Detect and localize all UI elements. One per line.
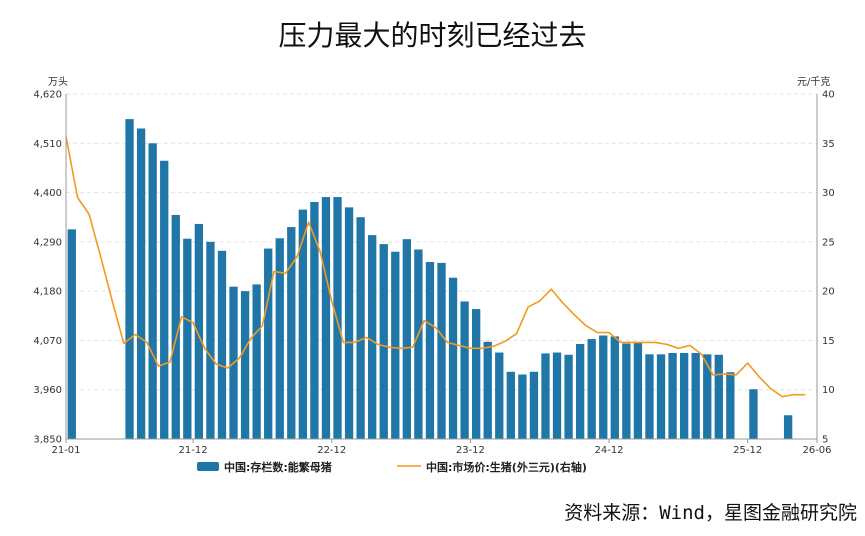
bar <box>529 371 539 439</box>
bar <box>472 309 481 439</box>
bar <box>783 415 793 439</box>
left-tick-label: 4,070 <box>33 336 62 347</box>
legend: 中国:存栏数:能繁母猪 中国:市场价:生猪(外三元)(右轴) <box>197 460 587 474</box>
bar <box>183 238 192 439</box>
bar <box>679 352 689 439</box>
left-tick-label: 4,290 <box>33 237 62 248</box>
x-tick-label: 23-12 <box>456 445 485 456</box>
right-tick-label: 35 <box>822 139 835 150</box>
left-axis-unit: 万头 <box>48 76 68 88</box>
bar <box>703 354 712 439</box>
legend-bar-label: 中国:存栏数:能繁母猪 <box>224 460 332 474</box>
bar <box>460 301 469 439</box>
axes: 3,850 5 3,960 10 4,070 15 4,180 20 4,290 25 4,400 3… <box>33 90 834 457</box>
bar <box>379 244 388 439</box>
bar <box>645 354 654 439</box>
bar <box>448 277 458 439</box>
bar <box>344 207 354 439</box>
bar <box>264 248 273 439</box>
left-tick-label: 4,180 <box>33 287 62 298</box>
x-tick-label: 26-06 <box>802 445 831 456</box>
bar <box>310 201 319 439</box>
x-tick-label: 24-12 <box>594 445 623 456</box>
bar <box>368 235 377 439</box>
bar <box>287 227 296 439</box>
bar <box>194 223 204 439</box>
line-series <box>65 136 806 398</box>
bar <box>587 339 596 439</box>
bar <box>425 262 435 439</box>
source-note: 资料来源：Wind，星图金融研究院 <box>564 502 857 524</box>
bar <box>552 352 562 439</box>
right-tick-label: 10 <box>822 385 835 396</box>
bar <box>136 128 146 439</box>
bar <box>610 336 619 439</box>
bar <box>518 374 527 439</box>
bar <box>252 284 261 439</box>
bar <box>356 217 365 439</box>
bar <box>275 238 284 439</box>
left-tick-label: 4,510 <box>33 139 62 150</box>
bar <box>414 249 423 439</box>
bar <box>726 372 735 439</box>
bar <box>333 197 342 439</box>
bar <box>483 341 492 439</box>
bar <box>633 342 643 439</box>
bar <box>402 239 411 439</box>
bar <box>125 119 134 439</box>
right-tick-label: 15 <box>822 336 835 347</box>
bar <box>714 354 723 439</box>
bar-series <box>67 119 793 440</box>
bar <box>564 354 573 439</box>
bar <box>217 250 227 439</box>
bar <box>298 209 308 439</box>
bar <box>599 335 608 439</box>
left-tick-label: 3,960 <box>33 385 62 396</box>
legend-bar-swatch <box>197 462 219 471</box>
bar <box>541 353 550 439</box>
right-tick-label: 25 <box>822 237 835 248</box>
left-tick-label: 4,620 <box>33 90 62 101</box>
bar <box>391 251 400 439</box>
bar <box>749 389 758 439</box>
price-line <box>65 136 806 398</box>
left-tick-label: 3,850 <box>33 435 62 446</box>
left-tick-label: 4,400 <box>33 188 62 199</box>
bar <box>171 214 180 439</box>
bar <box>495 352 504 439</box>
right-tick-label: 30 <box>822 188 835 199</box>
bar <box>506 371 515 439</box>
right-axis-unit: 元/千克 <box>797 76 830 88</box>
bar <box>160 160 169 439</box>
bar <box>668 352 677 439</box>
bar <box>206 241 215 439</box>
bar <box>240 291 250 439</box>
x-tick-label: 22-12 <box>317 445 346 456</box>
chart-title: 压力最大的时刻已经过去 <box>278 19 587 52</box>
x-tick-label: 25-12 <box>733 445 762 456</box>
bar <box>575 344 585 439</box>
right-tick-label: 5 <box>822 435 828 446</box>
bar <box>622 343 631 439</box>
x-tick-label: 21-01 <box>51 445 80 456</box>
bar <box>437 262 446 439</box>
right-tick-label: 40 <box>822 90 835 101</box>
bar <box>321 197 331 439</box>
bar <box>656 354 666 439</box>
bar <box>148 143 157 440</box>
bar <box>691 352 700 439</box>
right-tick-label: 20 <box>822 287 835 298</box>
legend-line-label: 中国:市场价:生猪(外三元)(右轴) <box>426 460 587 474</box>
bar <box>67 229 76 439</box>
x-tick-label: 21-12 <box>179 445 208 456</box>
